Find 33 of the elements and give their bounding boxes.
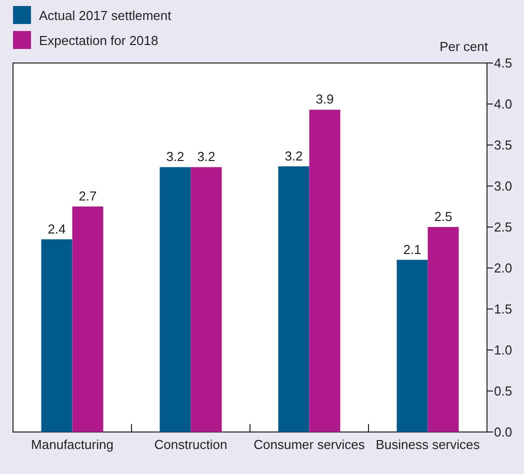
bar	[72, 206, 104, 432]
data-label: 2.1	[403, 242, 422, 257]
data-label: 3.9	[316, 92, 334, 107]
legend-label: Actual 2017 settlement	[39, 8, 172, 23]
x-tick-label: Business services	[376, 437, 480, 452]
y-tick-label: 4.0	[494, 96, 512, 112]
y-tick-label: 3.0	[494, 178, 512, 194]
data-label: 3.2	[197, 149, 216, 164]
y-tick-label: 1.5	[494, 302, 512, 316]
x-tick-label: Manufacturing	[31, 437, 114, 452]
y-tick-label: 2.0	[494, 260, 512, 276]
data-label: 2.7	[78, 188, 97, 204]
data-label: 2.4	[48, 221, 66, 236]
bar	[309, 110, 340, 432]
y-tick-label: 0.0	[494, 424, 512, 440]
y-tick-label: 0.5	[494, 384, 512, 398]
bar	[396, 260, 428, 432]
y-tick-label: 2.5	[494, 220, 512, 234]
bar	[278, 166, 310, 432]
bar	[190, 167, 222, 432]
bar	[160, 167, 191, 432]
data-label: 3.2	[166, 149, 184, 164]
y-tick-label: 4.5	[494, 56, 512, 70]
bar	[428, 227, 459, 432]
bar	[41, 239, 72, 432]
x-tick-label: Construction	[154, 437, 228, 452]
data-label: 2.5	[434, 209, 452, 224]
y-tick-label: 3.5	[494, 138, 512, 152]
data-label: 3.2	[284, 148, 303, 164]
legend-label: Expectation for 2018	[39, 33, 158, 48]
y-axis-title: Per cent	[440, 39, 488, 54]
x-tick-label: Consumer services	[254, 437, 366, 452]
y-tick-label: 1.0	[494, 342, 512, 358]
